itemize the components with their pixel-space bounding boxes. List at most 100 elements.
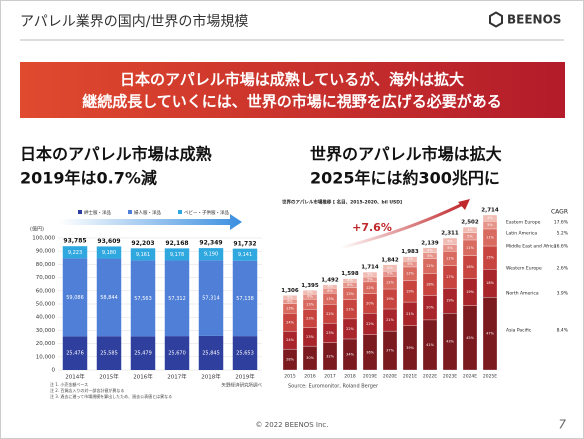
segment-label: 15% bbox=[486, 256, 494, 260]
growth-arrow bbox=[339, 201, 466, 250]
segment-label: 19% bbox=[446, 299, 454, 303]
segment-label: 57,138 bbox=[236, 296, 254, 302]
segment-label: 11% bbox=[466, 246, 474, 250]
segment-label: 21% bbox=[406, 312, 414, 316]
segment-label: 5% bbox=[307, 290, 313, 294]
y-tick-label: 10,000 bbox=[36, 354, 56, 360]
cagr-label: 16.6% bbox=[554, 244, 569, 250]
region-label: Western Europe bbox=[506, 266, 542, 272]
segment-label: 57,312 bbox=[168, 296, 186, 302]
total-label: 1,983 bbox=[401, 249, 419, 255]
trend-arrow bbox=[60, 214, 242, 230]
segment-label: 9,178 bbox=[170, 252, 184, 258]
slide-title: アパレル業界の国内/世界の市場規模 bbox=[20, 13, 248, 30]
segment-label: 25,476 bbox=[66, 351, 84, 357]
legend-swatch bbox=[178, 210, 182, 214]
segment-label: 6% bbox=[287, 299, 293, 303]
segment-label: 5% bbox=[367, 277, 373, 281]
bar-segment bbox=[402, 256, 418, 262]
bar-segment bbox=[322, 284, 338, 289]
legend-label: 婦人服・洋品 bbox=[134, 209, 161, 216]
segment-label: 19% bbox=[386, 297, 394, 301]
segment-label: 4% bbox=[487, 216, 493, 220]
y-tick-label: 30,000 bbox=[36, 328, 56, 334]
x-tick-label: 2018 bbox=[344, 374, 356, 380]
banner-line: 継続成長していくには、世界の市場に視野を広げる必要がある bbox=[82, 93, 502, 111]
bar-segment bbox=[282, 295, 298, 300]
segment-label: 4% bbox=[407, 257, 413, 261]
bar-segment bbox=[198, 260, 224, 336]
segment-label: 5% bbox=[447, 239, 453, 243]
bar-segment bbox=[130, 260, 156, 337]
cagr-label: 5.2% bbox=[557, 231, 569, 237]
total-label: 92,203 bbox=[131, 240, 154, 247]
segment-label: 39% bbox=[406, 346, 414, 350]
segment-label: 12% bbox=[426, 264, 434, 268]
bar-segment bbox=[198, 248, 224, 261]
legend-label: ベビー・子供服・洋品 bbox=[184, 209, 229, 216]
bar-segment bbox=[382, 264, 398, 272]
segment-label: 57,563 bbox=[134, 296, 152, 302]
total-label: 2,502 bbox=[461, 220, 479, 226]
segment-label: 25,845 bbox=[202, 350, 220, 356]
segment-label: 43% bbox=[446, 340, 454, 344]
segment-label: 45% bbox=[466, 336, 474, 340]
segment-label: 5% bbox=[367, 273, 373, 277]
bar-segment bbox=[96, 246, 122, 259]
right-heading: 世界のアパレル市場は拡大 bbox=[310, 145, 502, 164]
x-tick-label: 2025E bbox=[483, 374, 497, 380]
total-label: 1,842 bbox=[381, 257, 399, 263]
bar-segment bbox=[362, 271, 378, 278]
bar-segment bbox=[302, 290, 318, 295]
segment-label: 4% bbox=[427, 248, 433, 252]
region-label: Asia Pacific bbox=[506, 328, 532, 334]
bar-segment bbox=[62, 246, 88, 259]
chart-title: 世界のアパレル市場推移 [ 名目、2015-2020、bil USD] bbox=[282, 199, 402, 206]
segment-label: 28% bbox=[286, 358, 294, 362]
note: 注 3. 過去に遡って市場規模を算出したため、過去公表値とは異なる bbox=[50, 393, 172, 399]
segment-label: 12% bbox=[366, 286, 374, 290]
segment-label: 36% bbox=[366, 350, 374, 354]
region-label: North America bbox=[506, 291, 539, 297]
segment-label: 30% bbox=[306, 356, 314, 360]
segment-label: 23% bbox=[326, 331, 334, 335]
source: 矢野経済研究所調べ bbox=[222, 382, 263, 389]
segment-label: 5% bbox=[447, 246, 453, 250]
total-label: 93,609 bbox=[97, 238, 120, 245]
growth-label: +7.6% bbox=[352, 221, 392, 234]
legend-label: 紳士服・洋品 bbox=[84, 209, 111, 216]
total-label: 92,168 bbox=[165, 240, 188, 247]
note: 注 2. 百貨店入りの対一部含計値が異なる bbox=[50, 387, 124, 393]
bar-segment bbox=[482, 214, 498, 222]
bar-segment bbox=[342, 278, 358, 283]
bar-segment bbox=[164, 336, 190, 370]
cagr-header: CAGR bbox=[551, 209, 568, 216]
total-label: 2,139 bbox=[421, 240, 439, 246]
total-label: 1,492 bbox=[321, 277, 339, 283]
x-tick-label: 2016年 bbox=[133, 373, 153, 381]
bar-segment bbox=[232, 260, 258, 337]
segment-label: 9,190 bbox=[204, 252, 218, 258]
segment-label: 57,314 bbox=[202, 296, 220, 302]
cagr-label: 17.6% bbox=[554, 220, 569, 226]
y-tick-label: 20,000 bbox=[36, 341, 56, 347]
segment-label: 9,141 bbox=[238, 252, 252, 258]
unit-label: (億円) bbox=[30, 226, 44, 233]
y-tick-label: 80,000 bbox=[36, 262, 56, 268]
bar-segment bbox=[130, 248, 156, 261]
bar-segment bbox=[422, 247, 438, 253]
segment-label: 5% bbox=[287, 295, 293, 299]
x-tick-label: 2016 bbox=[304, 374, 316, 380]
x-tick-label: 2019年 bbox=[235, 373, 255, 381]
segment-label: 20% bbox=[426, 306, 434, 310]
segment-label: 16% bbox=[466, 265, 474, 269]
segment-label: 25,585 bbox=[100, 351, 118, 357]
segment-label: 4% bbox=[467, 228, 473, 232]
segment-label: 5% bbox=[487, 223, 493, 227]
bar-segment bbox=[164, 260, 190, 337]
bar-segment bbox=[62, 336, 88, 370]
bar-segment bbox=[96, 258, 122, 337]
segment-label: 21% bbox=[346, 307, 354, 311]
segment-label: 9,180 bbox=[102, 250, 116, 256]
